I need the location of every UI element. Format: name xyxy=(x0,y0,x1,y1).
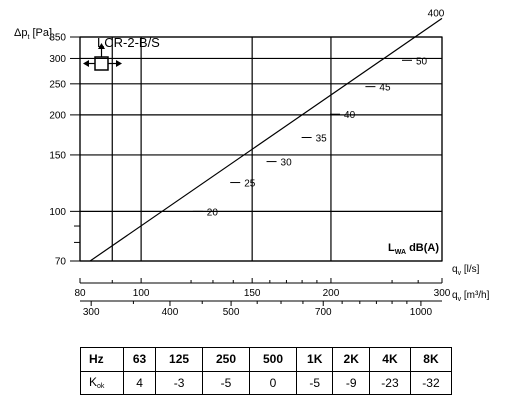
sound-level-label: 50 xyxy=(416,56,428,67)
series-end-label: 400 xyxy=(428,8,445,19)
x-m3h-tick-label: 500 xyxy=(223,307,240,318)
y-tick-label: 300 xyxy=(49,54,66,65)
x-m3h-tick-label: 400 xyxy=(162,307,179,318)
sound-level-label: 45 xyxy=(379,83,391,94)
kok-row: Kok 4 -3 -5 0 -5 -9 -23 -32 xyxy=(80,370,453,395)
y-tick-label: 350 xyxy=(49,33,66,44)
x-ls-tick-label: 80 xyxy=(74,288,86,299)
hz-cell: 500 xyxy=(249,347,297,372)
sound-level-label: 25 xyxy=(244,179,256,190)
sound-level-label: 35 xyxy=(316,134,328,145)
x-m3h-tick-label: 300 xyxy=(83,307,100,318)
kok-label: Kok xyxy=(80,370,124,395)
y-axis-label: Δpt [Pa] xyxy=(14,27,52,41)
y-tick-label: 150 xyxy=(49,150,66,161)
correction-table: Hz 63 125 250 500 1K 2K 4K 8K Kok 4 -3 -… xyxy=(80,347,453,395)
x-ls-tick-label: 150 xyxy=(244,288,261,299)
flow-direction-icon xyxy=(83,43,122,71)
kok-cell: -3 xyxy=(155,370,204,395)
y-tick-label: 200 xyxy=(49,110,66,121)
arrow-left-icon xyxy=(83,60,89,67)
x-axis-label-ls: qv [l/s] xyxy=(452,264,480,277)
hz-row: Hz 63 125 250 500 1K 2K 4K 8K xyxy=(80,347,453,372)
x-ls-tick-label: 100 xyxy=(133,288,150,299)
sound-level-label: 40 xyxy=(344,110,356,121)
x-m3h-tick-label: 700 xyxy=(315,307,332,318)
kok-cell: -23 xyxy=(368,370,411,395)
kok-cell: -5 xyxy=(295,370,334,395)
hz-cell: 8K xyxy=(409,347,453,372)
pressure-flow-chart: LCR-2-B/S Δpt [Pa] qv [l/s] qv [m³/h] LW… xyxy=(14,8,490,318)
arrow-up-icon xyxy=(98,43,105,49)
y-tick-label: 70 xyxy=(55,257,67,268)
sound-level-label: 20 xyxy=(207,207,219,218)
kok-cell: -9 xyxy=(332,370,370,395)
kok-cell: 4 xyxy=(122,370,157,395)
kok-cell: -32 xyxy=(409,370,453,395)
hz-cell: 4K xyxy=(368,347,411,372)
hz-cell: 2K xyxy=(332,347,370,372)
hz-cell: 1K xyxy=(295,347,334,372)
kok-cell: 0 xyxy=(249,370,297,395)
hz-cell: 250 xyxy=(202,347,250,372)
y-tick-label: 100 xyxy=(49,207,66,218)
arrow-right-icon xyxy=(116,60,122,67)
series-line xyxy=(89,17,443,262)
chart-title: LCR-2-B/S xyxy=(97,35,160,50)
x-ls-tick-label: 300 xyxy=(434,288,451,299)
sound-legend: LWA dB(A) xyxy=(388,242,439,256)
plot-frame xyxy=(79,36,443,262)
hz-label: Hz xyxy=(80,347,124,372)
hz-cell: 125 xyxy=(155,347,204,372)
kok-cell: -5 xyxy=(202,370,250,395)
y-tick-label: 250 xyxy=(49,79,66,90)
x-m3h-tick-label: 1000 xyxy=(410,307,433,318)
sound-level-label: 30 xyxy=(281,158,293,169)
x-ls-tick-label: 200 xyxy=(323,288,340,299)
hz-cell: 63 xyxy=(122,347,157,372)
x-axis-label-m3h: qv [m³/h] xyxy=(452,290,490,303)
